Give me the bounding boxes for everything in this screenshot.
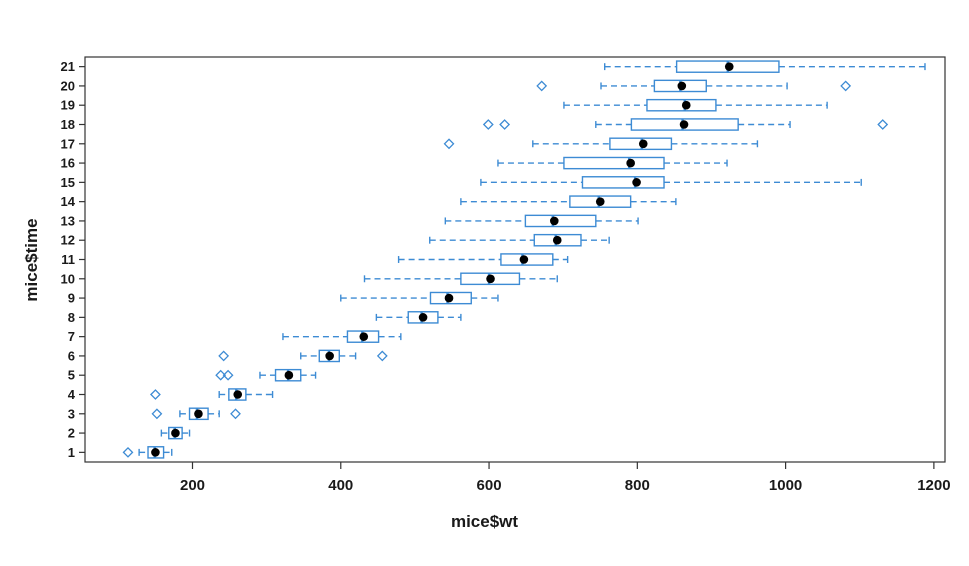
- y-tick-label: 16: [61, 156, 75, 171]
- mean-point: [284, 370, 294, 380]
- y-tick-label: 7: [68, 329, 75, 344]
- mean-point: [325, 351, 334, 361]
- y-axis-label: mice$time: [22, 218, 41, 302]
- outlier-diamond: [222, 369, 234, 381]
- mean-point: [233, 390, 243, 399]
- y-tick-label: 12: [61, 233, 75, 248]
- outlier-diamond: [877, 119, 889, 130]
- mean-point: [194, 409, 203, 419]
- x-tick-label: 400: [328, 477, 353, 494]
- x-tick-label: 600: [477, 477, 502, 494]
- x-tick-label: 1000: [769, 477, 802, 494]
- mean-point: [171, 428, 180, 438]
- y-tick-label: 11: [61, 252, 75, 267]
- mean-point: [595, 197, 605, 206]
- iqr-box: [563, 156, 665, 170]
- mean-point: [632, 178, 641, 187]
- y-tick-label: 14: [61, 194, 76, 209]
- outlier-diamond: [230, 408, 241, 420]
- mean-point: [549, 216, 559, 226]
- y-tick-label: 19: [61, 98, 75, 113]
- mean-point: [677, 81, 687, 91]
- outlier-diamond: [536, 80, 548, 92]
- mean-point: [626, 158, 635, 168]
- mean-point: [486, 274, 495, 284]
- outlier-diamond: [218, 350, 230, 362]
- mean-point: [519, 255, 529, 264]
- outlier-diamond: [122, 446, 134, 458]
- mean-point: [418, 313, 428, 322]
- outlier-diamond: [151, 408, 163, 420]
- y-tick-label: 20: [61, 78, 75, 93]
- y-tick-label: 8: [68, 310, 75, 325]
- outlier-diamond: [215, 369, 227, 381]
- y-tick-label: 4: [68, 387, 76, 402]
- y-tick-label: 3: [68, 406, 75, 421]
- outlier-diamond: [443, 138, 455, 150]
- mean-point: [638, 139, 648, 149]
- iqr-box: [581, 176, 665, 189]
- outlier-diamond: [499, 119, 511, 130]
- iqr-box: [646, 98, 717, 112]
- y-tick-label: 6: [68, 348, 75, 363]
- outlier-diamond: [376, 350, 388, 362]
- mean-point: [552, 235, 562, 245]
- y-tick-label: 1: [68, 445, 75, 460]
- mean-point: [724, 62, 734, 71]
- y-tick-label: 9: [68, 291, 75, 306]
- x-axis-label: mice$wt: [450, 512, 519, 531]
- x-tick-label: 1200: [917, 477, 950, 494]
- mean-point: [679, 120, 689, 129]
- mean-point: [681, 100, 691, 110]
- outlier-diamond: [840, 80, 852, 92]
- y-tick-label: 5: [68, 368, 75, 383]
- mean-point: [444, 293, 454, 303]
- y-tick-label: 21: [61, 59, 75, 74]
- iqr-box: [524, 214, 597, 228]
- outlier-diamond: [150, 389, 161, 400]
- x-tick-label: 200: [180, 477, 205, 494]
- outlier-diamond: [482, 119, 494, 130]
- y-tick-label: 18: [61, 117, 75, 132]
- y-tick-label: 15: [61, 175, 75, 190]
- y-tick-label: 10: [61, 271, 75, 286]
- y-tick-label: 2: [68, 426, 75, 441]
- mean-point: [151, 448, 160, 457]
- x-tick-label: 800: [625, 477, 650, 494]
- mean-point: [359, 332, 369, 341]
- y-tick-label: 13: [61, 213, 75, 228]
- y-tick-label: 17: [61, 136, 75, 151]
